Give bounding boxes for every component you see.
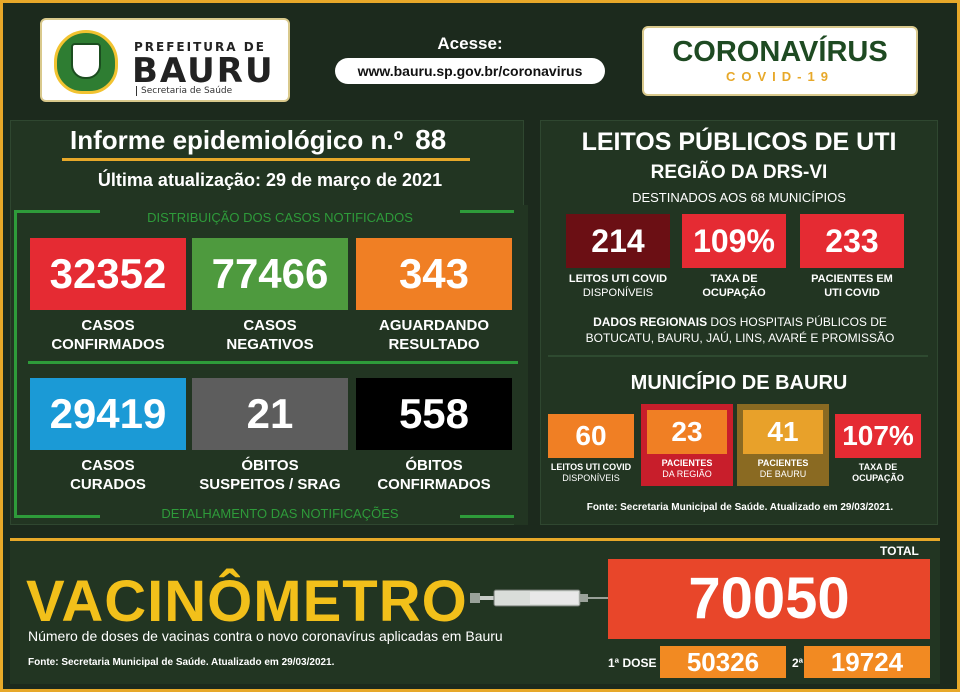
bauru-crest-icon bbox=[54, 30, 118, 94]
website-link[interactable]: www.bauru.sp.gov.br/coronavirus bbox=[335, 58, 605, 84]
prefeitura-label: PREFEITURA DE bbox=[134, 40, 266, 54]
informe-panel bbox=[10, 120, 524, 525]
municipio-label: PACIENTES DE BAURU bbox=[757, 458, 809, 479]
vacinometro-description: Número de doses de vacinas contra o novo… bbox=[28, 628, 503, 644]
municipio-card: 107% TAXA DE OCUPAÇÃO bbox=[835, 414, 921, 484]
covid-subtitle: COVID-19 bbox=[726, 69, 834, 84]
stat-label: ÓBITOS CONFIRMADOS bbox=[377, 457, 491, 493]
vacinometro-source: Fonte: Secretaria Municipal de Saúde. At… bbox=[28, 657, 335, 668]
municipio-label: TAXA DE OCUPAÇÃO bbox=[852, 462, 904, 483]
stat-label: AGUARDANDO RESULTADO bbox=[379, 317, 489, 353]
dose1-label: 1ª DOSE bbox=[608, 656, 657, 670]
uti-label: PACIENTES EM UTI COVID bbox=[811, 273, 893, 299]
municipio-value: 107% bbox=[835, 414, 921, 458]
stat-value: 32352 bbox=[30, 238, 186, 310]
stat-value: 558 bbox=[356, 378, 512, 450]
municipio-value: 23 bbox=[647, 410, 727, 454]
municipio-card: 41 PACIENTES DE BAURU bbox=[737, 404, 829, 486]
uti-region: REGIÃO DA DRS-VI bbox=[650, 162, 828, 183]
uti-value: 109% bbox=[682, 214, 786, 268]
syringe-icon bbox=[470, 589, 610, 607]
stat-value: 21 bbox=[192, 378, 348, 450]
uti-source: Fonte: Secretaria Municipal de Saúde. At… bbox=[586, 502, 894, 513]
stats-divider bbox=[28, 361, 518, 364]
uti-label: TAXA DE OCUPAÇÃO bbox=[702, 273, 766, 299]
uti-label: LEITOS UTI COVID DISPONÍVEIS bbox=[568, 273, 668, 299]
municipio-value: 41 bbox=[743, 410, 823, 454]
uti-separator bbox=[548, 355, 928, 357]
informe-title: Informe epidemiológico n.º 88 bbox=[70, 124, 447, 155]
secretaria-label: Secretaria de Saúde bbox=[136, 86, 232, 96]
stat-label: ÓBITOS SUSPEITOS / SRAG bbox=[199, 457, 341, 493]
total-doses: 70050 bbox=[608, 559, 930, 639]
acesse-label: Acesse: bbox=[437, 34, 503, 53]
section-details: DETALHAMENTO DAS NOTIFICAÇÕES bbox=[100, 506, 460, 521]
last-update: Última atualização: 29 de março de 2021 bbox=[97, 170, 443, 190]
coronavirus-title: CORONAVÍRUS bbox=[672, 36, 888, 68]
stat-label: CASOS CURADOS bbox=[70, 457, 146, 493]
municipio-card: 23 PACIENTES DA REGIÃO bbox=[641, 404, 733, 486]
uti-value: 214 bbox=[566, 214, 670, 268]
title-underline bbox=[62, 158, 470, 161]
municipio-card: 60 LEITOS UTI COVID DISPONÍVEIS bbox=[548, 414, 634, 484]
stat-label: CASOS CONFIRMADOS bbox=[51, 317, 165, 353]
municipio-value: 60 bbox=[548, 414, 634, 458]
stat-label: CASOS NEGATIVOS bbox=[226, 317, 314, 353]
section-distribution: DISTRIBUIÇÃO DOS CASOS NOTIFICADOS bbox=[100, 210, 460, 225]
coronavirus-badge: CORONAVÍRUS COVID-19 bbox=[642, 26, 918, 96]
municipio-label: PACIENTES DA REGIÃO bbox=[661, 458, 713, 479]
municipio-label: LEITOS UTI COVID DISPONÍVEIS bbox=[550, 462, 632, 483]
uti-value: 233 bbox=[800, 214, 904, 268]
total-label: TOTAL bbox=[880, 544, 919, 558]
vacinometro-title: VACINÔMETRO bbox=[26, 569, 468, 634]
dados-regionais: DADOS REGIONAIS DOS HOSPITAIS PÚBLICOS D… bbox=[585, 315, 895, 345]
stat-value: 77466 bbox=[192, 238, 348, 310]
prefeitura-logo: PREFEITURA DE BAURU Secretaria de Saúde bbox=[40, 18, 290, 102]
uti-destinados: DESTINADOS AOS 68 MUNICÍPIOS bbox=[632, 190, 846, 205]
dose2-value: 19724 bbox=[804, 646, 930, 678]
dose1-value: 50326 bbox=[660, 646, 786, 678]
stat-value: 29419 bbox=[30, 378, 186, 450]
stat-value: 343 bbox=[356, 238, 512, 310]
city-name: BAURU bbox=[132, 51, 275, 91]
uti-title: LEITOS PÚBLICOS DE UTI bbox=[581, 128, 897, 156]
informe-number: 88 bbox=[415, 124, 447, 155]
municipio-title: MUNICÍPIO DE BAURU bbox=[630, 372, 848, 394]
